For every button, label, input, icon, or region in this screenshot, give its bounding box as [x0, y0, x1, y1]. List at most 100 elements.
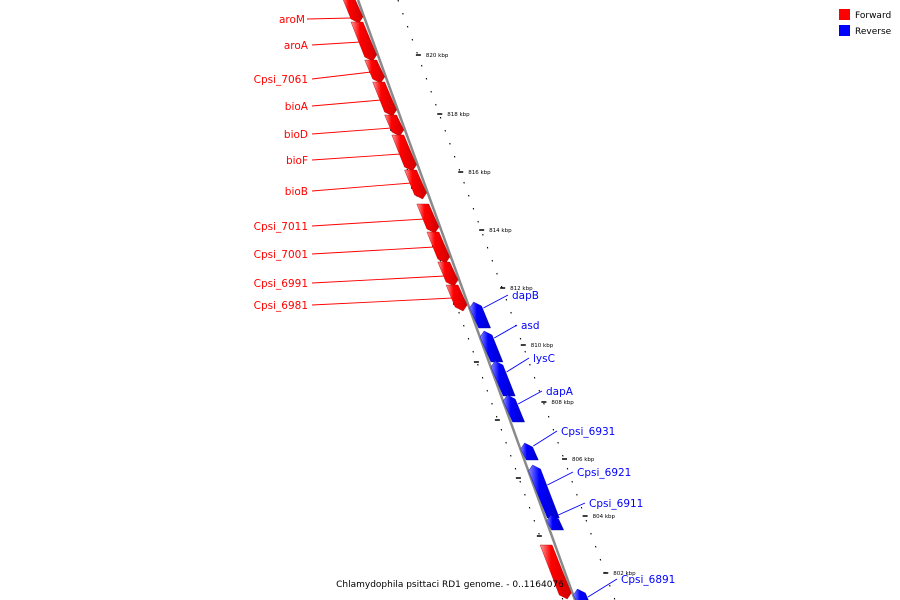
dots-right-dot	[397, 0, 400, 2]
tick-label: 816 kbp	[468, 170, 491, 176]
legend-forward-label: Forward	[855, 11, 891, 21]
gene-label-reverse: asd	[521, 320, 540, 332]
leader-line	[311, 297, 453, 306]
forward-gene-Cpsi_6981	[445, 284, 468, 312]
tick-label: 806 kbp	[572, 457, 595, 463]
leader-line	[311, 182, 412, 192]
reverse-gene-Cpsi_6931	[520, 442, 539, 461]
leader-line	[311, 41, 361, 46]
dots-right-dot	[416, 51, 418, 54]
dots-right-dot	[524, 350, 526, 353]
gene-label-forward: bioD	[284, 129, 308, 141]
dots-left-dot	[458, 311, 460, 314]
gene-label-forward: Cpsi_7011	[254, 221, 308, 233]
dots-right-dot	[547, 415, 550, 418]
dots-right-dot	[609, 584, 611, 587]
tick-label: 804 kbp	[593, 514, 616, 520]
gene-label-forward: Cpsi_7061	[254, 74, 308, 86]
leader-line	[517, 390, 543, 405]
dots-left-dot	[514, 467, 517, 470]
dots-left-dot	[510, 454, 512, 457]
gene-features	[343, 0, 589, 600]
dots-right-dot	[496, 272, 498, 275]
gene-label-reverse: dapA	[546, 386, 574, 398]
dots-right-dot	[505, 298, 508, 301]
dots-right-dot	[402, 12, 404, 15]
dots-right-dot	[411, 38, 414, 41]
gene-label-reverse: Cpsi_6891	[621, 574, 675, 586]
genome-backbone	[356, 0, 577, 600]
dots-right-dot	[519, 337, 522, 340]
dots-left-dot	[495, 415, 498, 418]
dots-left-dot	[533, 519, 536, 522]
dots-left-dot	[519, 480, 521, 483]
gene-label-reverse: Cpsi_6911	[589, 498, 643, 510]
dots-right-dot	[590, 532, 592, 535]
dots-left-dot	[528, 506, 531, 509]
dots-left-dot	[477, 363, 479, 366]
dots-right-dot	[599, 558, 602, 561]
tick-label: 820 kbp	[426, 53, 449, 59]
gene-label-reverse: Cpsi_6931	[561, 426, 615, 438]
leader-line	[311, 275, 445, 284]
leader-line	[311, 127, 392, 135]
forward-gene-bioF	[391, 134, 417, 172]
gene-label-forward: bioF	[286, 155, 308, 167]
dots-right-dot	[491, 259, 494, 262]
gene-label-forward: Cpsi_6991	[254, 278, 308, 290]
dots-right-dot	[444, 129, 447, 132]
dots-right-dot	[562, 454, 564, 457]
tick-label: 812 kbp	[510, 286, 533, 292]
dots-right-dot	[435, 103, 437, 106]
forward-gene-unlabeled	[539, 544, 572, 600]
gene-label-forward: bioB	[285, 186, 308, 198]
tick-label: 808 kbp	[551, 400, 574, 406]
forward-gene-aroM	[343, 0, 364, 24]
legend-forward-swatch	[839, 9, 850, 20]
dots-right-dot	[538, 389, 541, 392]
dots-right-dot	[571, 480, 573, 483]
dots-right-dot	[425, 77, 428, 80]
dots-left-dot	[561, 597, 564, 600]
dots-right-dot	[510, 311, 512, 314]
dots-right-dot	[406, 25, 409, 28]
dots-left-dot	[472, 350, 474, 353]
leader-line	[533, 430, 558, 447]
gene-label-reverse: dapB	[512, 290, 539, 302]
dots-right-dot	[500, 285, 503, 288]
leader-line	[558, 502, 586, 516]
genome-caption: Chlamydophila psittaci RD1 genome. - 0..…	[336, 580, 564, 590]
dots-left-dot	[524, 493, 526, 496]
dots-left-dot	[467, 337, 470, 340]
tick-marks: 820 kbp 818 kbp 816 kbp 814 kbp 812 kbp 810 k…	[369, 53, 636, 577]
leader-line	[483, 294, 509, 309]
dots-right-dot	[613, 597, 616, 600]
legend-reverse-swatch	[839, 25, 850, 36]
dots-right-dot	[557, 441, 559, 444]
dots-right-dot	[420, 64, 423, 67]
dots-right-dot	[458, 168, 461, 171]
leader-line	[494, 324, 518, 339]
reverse-gene-Cpsi_6911	[546, 514, 564, 531]
reverse-gene-dapB	[469, 301, 491, 329]
dots-right-dot	[576, 493, 578, 496]
dots-right-dot	[543, 402, 545, 405]
forward-gene-bioD	[384, 114, 405, 137]
legend-reverse-label: Reverse	[855, 27, 892, 37]
dots-right-dot	[552, 428, 555, 431]
leader-line	[506, 357, 530, 373]
reverse-gene-Cpsi_6891	[573, 588, 589, 600]
leader-line	[587, 578, 618, 598]
tick-label: 810 kbp	[531, 343, 554, 349]
leader-line	[311, 218, 425, 227]
dots-left-dot	[538, 532, 540, 535]
forward-gene-bioA	[372, 81, 397, 117]
tick-label: 814 kbp	[489, 228, 512, 234]
forward-gene-bioB	[404, 169, 427, 200]
leader-line	[311, 246, 435, 255]
dots-right-dot	[533, 376, 536, 379]
dots-right-dot	[463, 181, 465, 184]
dots-right-dot	[453, 155, 456, 158]
dots-right-dot	[482, 233, 484, 236]
